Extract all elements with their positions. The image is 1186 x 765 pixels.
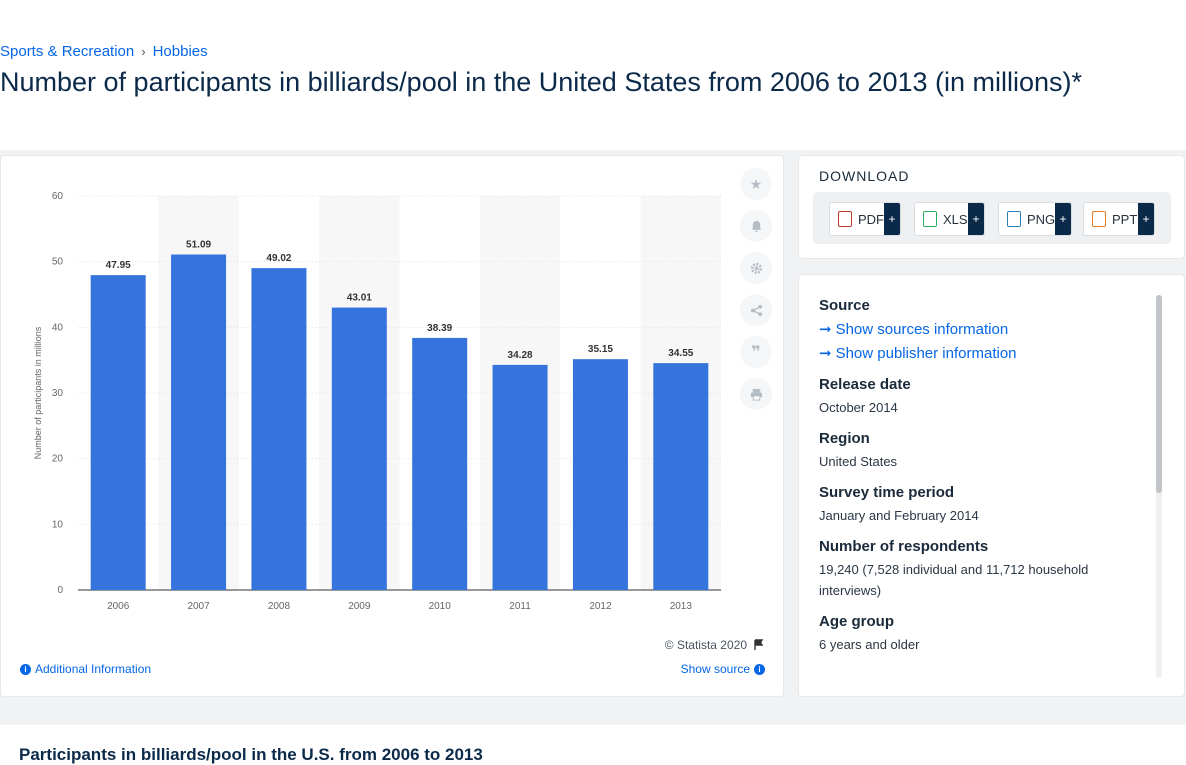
survey-period-value: January and February 2014 — [819, 508, 979, 523]
chart-tools: ★ ❞ — [740, 168, 772, 420]
breadcrumb-hobbies[interactable]: Hobbies — [152, 43, 208, 60]
age-group-label: Age group — [819, 613, 894, 630]
xls-label: XLS — [943, 211, 968, 227]
breadcrumb-sports[interactable]: Sports & Recreation — [0, 43, 135, 60]
region-value: United States — [819, 454, 898, 469]
flag-icon[interactable] — [753, 639, 765, 651]
download-pdf-button[interactable]: PDF + — [829, 202, 901, 236]
x-tick-label: 2009 — [348, 601, 371, 612]
download-card: DOWNLOAD PDF + XLS + PNG + PPT + — [798, 155, 1185, 259]
y-tick-label: 20 — [52, 454, 64, 465]
survey-period-label: Survey time period — [819, 484, 955, 501]
ppt-file-icon — [1092, 211, 1106, 227]
release-date-label: Release date — [819, 376, 911, 393]
header-area — [0, 0, 1186, 150]
respondents-label: Number of respondents — [819, 538, 989, 555]
y-tick-label: 0 — [57, 585, 63, 596]
y-axis-label: Number of participants in millions — [33, 326, 43, 459]
data-label: 34.55 — [668, 348, 693, 359]
breadcrumb: Sports & Recreation › Hobbies — [0, 43, 208, 60]
y-tick-label: 10 — [52, 519, 64, 530]
download-png-button[interactable]: PNG + — [998, 202, 1072, 236]
download-title: DOWNLOAD — [819, 168, 910, 184]
bar — [412, 337, 468, 590]
show-sources-link[interactable]: ➞ Show sources information — [819, 318, 1139, 342]
show-publisher-link[interactable]: ➞ Show publisher information — [819, 342, 1139, 366]
pdf-label: PDF — [858, 211, 884, 227]
bar-chart: 0 10 20 30 40 50 60 Number of participants in m… — [33, 191, 721, 612]
lower-card: Participants in billiards/pool in the U.… — [0, 725, 1186, 765]
lower-title: Participants in billiards/pool in the U.… — [19, 745, 483, 764]
show-source-label: Show source — [680, 662, 750, 676]
plus-icon[interactable]: + — [968, 203, 984, 235]
data-label: 47.95 — [106, 260, 131, 271]
arrow-right-icon: ➞ — [819, 321, 832, 338]
source-label: Source — [819, 297, 870, 314]
download-xls-button[interactable]: XLS + — [914, 202, 985, 236]
details-scrollbar[interactable] — [1156, 295, 1162, 678]
bar — [653, 363, 709, 590]
data-label: 38.39 — [427, 323, 452, 334]
print-icon[interactable] — [740, 378, 772, 410]
data-label: 43.01 — [347, 293, 372, 304]
y-tick-label: 30 — [52, 388, 64, 399]
x-tick-label: 2010 — [429, 601, 452, 612]
copyright: © Statista 2020 — [665, 638, 765, 652]
respondents-value: 19,240 (7,528 individual and 11,712 hous… — [819, 562, 1089, 598]
x-tick-label: 2006 — [107, 601, 130, 612]
additional-info-link[interactable]: i Additional Information — [20, 662, 151, 676]
png-label: PNG — [1027, 211, 1056, 227]
y-tick-label: 50 — [52, 257, 64, 268]
data-label: 51.09 — [186, 240, 211, 251]
download-ppt-button[interactable]: PPT + — [1083, 202, 1155, 236]
download-bar: PDF + XLS + PNG + PPT + — [813, 192, 1171, 244]
plus-icon[interactable]: + — [1138, 203, 1154, 235]
release-date-value: October 2014 — [819, 400, 898, 415]
details-card: Source ➞ Show sources information ➞ Show… — [798, 274, 1185, 697]
info-icon: i — [754, 663, 765, 675]
bar — [492, 364, 548, 590]
x-tick-label: 2013 — [670, 601, 693, 612]
y-tick-label: 60 — [52, 191, 64, 202]
bar — [171, 254, 227, 590]
quote-icon[interactable]: ❞ — [740, 336, 772, 368]
info-icon: i — [20, 663, 31, 675]
arrow-right-icon: ➞ — [819, 345, 832, 362]
show-sources-label: Show sources information — [835, 321, 1009, 338]
y-tick-label: 40 — [52, 322, 64, 333]
details-content: Source ➞ Show sources information ➞ Show… — [819, 297, 1139, 667]
png-file-icon — [1007, 211, 1021, 227]
region-label: Region — [819, 430, 870, 447]
additional-info-label: Additional Information — [35, 662, 152, 676]
page-title: Number of participants in billiards/pool… — [0, 67, 1083, 97]
scrollbar-thumb[interactable] — [1156, 295, 1162, 493]
plus-icon[interactable]: + — [1055, 203, 1071, 235]
star-icon[interactable]: ★ — [740, 168, 772, 200]
bar — [331, 307, 387, 590]
x-tick-label: 2007 — [187, 601, 210, 612]
bar — [572, 359, 628, 590]
plus-icon[interactable]: + — [884, 203, 900, 235]
xls-file-icon — [923, 211, 937, 227]
bar — [251, 268, 307, 590]
copyright-text: © Statista 2020 — [664, 638, 747, 652]
breadcrumb-separator: › — [141, 44, 146, 59]
ppt-label: PPT — [1112, 211, 1138, 227]
x-tick-label: 2008 — [268, 601, 291, 612]
data-label: 34.28 — [508, 350, 533, 361]
pdf-file-icon — [838, 211, 852, 227]
bell-icon[interactable] — [740, 210, 772, 242]
chart-card: 0 10 20 30 40 50 60 Number of participants in m… — [0, 155, 784, 697]
share-icon[interactable] — [740, 294, 772, 326]
data-label: 35.15 — [588, 344, 613, 355]
gear-icon[interactable] — [740, 252, 772, 284]
x-tick-label: 2012 — [589, 601, 612, 612]
data-label: 49.02 — [266, 253, 291, 264]
age-group-value: 6 years and older — [819, 637, 920, 652]
show-source-link[interactable]: Show source i — [681, 662, 765, 676]
bar — [90, 275, 146, 590]
show-publisher-label: Show publisher information — [835, 345, 1017, 362]
x-tick-label: 2011 — [509, 601, 531, 612]
